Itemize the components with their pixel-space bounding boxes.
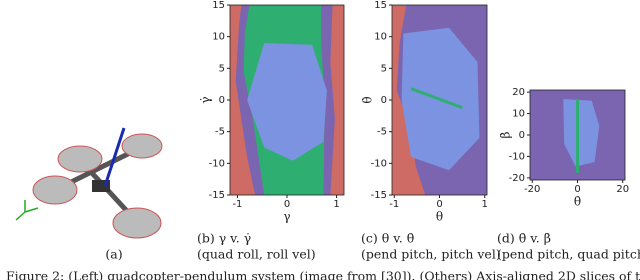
y-tick-label: -10 — [371, 158, 387, 169]
panel-caption: (b) γ v. γ̇ — [197, 231, 251, 246]
y-tick-label: 20 — [512, 87, 525, 98]
panel-subcaption: (pend pitch, pitch vel) — [361, 247, 501, 262]
x-tick-label: 0 — [574, 184, 580, 195]
x-tick-label: -1 — [389, 199, 399, 210]
panel-subcaption: (quad roll, roll vel) — [197, 247, 316, 262]
panel-subcaption: (pend pitch, quad pitch vel) — [497, 247, 640, 262]
region-plot: -20 0 20 -20 -10 0 10 20 θ̇ β̇ (d) θ̇ v. β̇(pend p… — [497, 87, 640, 261]
y-tick-label: -10 — [209, 158, 225, 169]
region — [247, 43, 327, 161]
y-tick-label: -20 — [509, 173, 525, 184]
x-tick-label: -1 — [232, 199, 242, 210]
y-tick-label: 0 — [219, 95, 225, 106]
x-axis-label: θ — [436, 210, 443, 224]
x-axis-label: γ — [283, 210, 290, 224]
quadcopter-image — [15, 127, 163, 239]
x-tick-label: 20 — [616, 184, 629, 195]
y-tick-label: 15 — [212, 0, 225, 11]
trajectory — [410, 87, 463, 110]
panel-caption: (c) θ v. θ̇ — [361, 231, 414, 246]
y-axis-label: θ̇ — [361, 96, 375, 103]
y-tick-label: 0 — [381, 95, 387, 106]
y-tick-label: -10 — [509, 151, 525, 162]
y-tick-label: 15 — [374, 0, 387, 11]
y-tick-label: 5 — [219, 63, 225, 74]
y-tick-label: -15 — [371, 190, 387, 201]
y-tick-label: 10 — [512, 109, 525, 120]
y-tick-label: 10 — [374, 32, 387, 43]
y-axis-label: γ̇ — [199, 96, 213, 103]
x-tick-label: -20 — [524, 184, 540, 195]
figure-caption: Figure 2: (Left) quadcopter-pendulum sys… — [6, 269, 640, 280]
y-tick-label: -5 — [215, 127, 225, 138]
y-tick-label: 0 — [519, 130, 525, 141]
panel-caption: (a) — [105, 247, 122, 262]
x-axis-label: θ̇ — [574, 195, 581, 209]
y-axis-label: β̇ — [499, 131, 513, 138]
y-tick-label: -15 — [209, 190, 225, 201]
x-tick-label: 1 — [482, 199, 488, 210]
region — [563, 99, 600, 167]
x-tick-label: 0 — [436, 199, 442, 210]
y-tick-label: 5 — [381, 63, 387, 74]
y-tick-label: 10 — [212, 32, 225, 43]
y-tick-label: -5 — [377, 127, 387, 138]
x-tick-label: 1 — [333, 199, 339, 210]
panel-caption: (d) θ̇ v. β̇ — [497, 231, 551, 246]
x-tick-label: 0 — [284, 199, 290, 210]
